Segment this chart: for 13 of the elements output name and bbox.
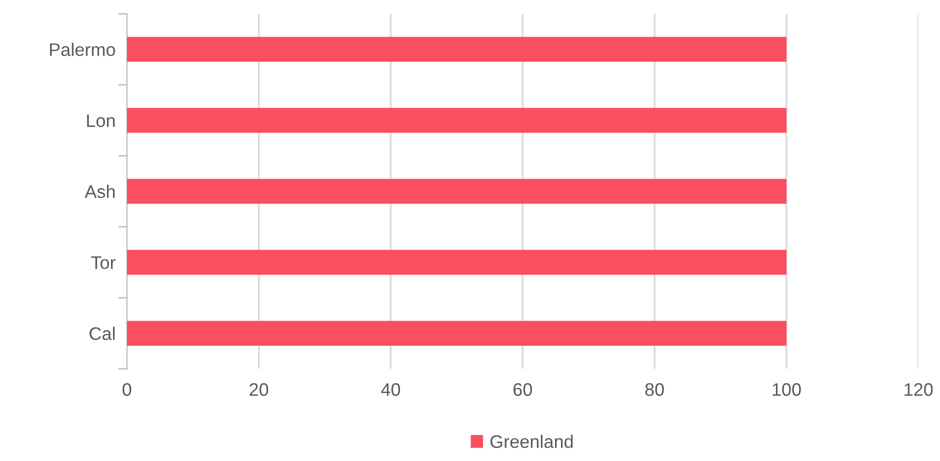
y-tick-label: Cal [90, 326, 115, 340]
legend-label: Greenland [490, 434, 573, 448]
x-tick-label: 120 [904, 383, 933, 396]
x-tick-label: 20 [250, 383, 268, 396]
x-tick-label: 40 [381, 383, 400, 396]
y-tick-label: Ash [84, 184, 115, 198]
x-tick-label: 100 [772, 383, 801, 396]
x-tick-label: 0 [122, 383, 132, 396]
y-tick-label: Palermo [50, 42, 116, 56]
x-tick-label: 60 [514, 383, 532, 396]
y-tick-label: Lon [87, 114, 115, 128]
y-tick-label: Tor [91, 256, 116, 270]
x-tick-label: 80 [645, 383, 664, 396]
